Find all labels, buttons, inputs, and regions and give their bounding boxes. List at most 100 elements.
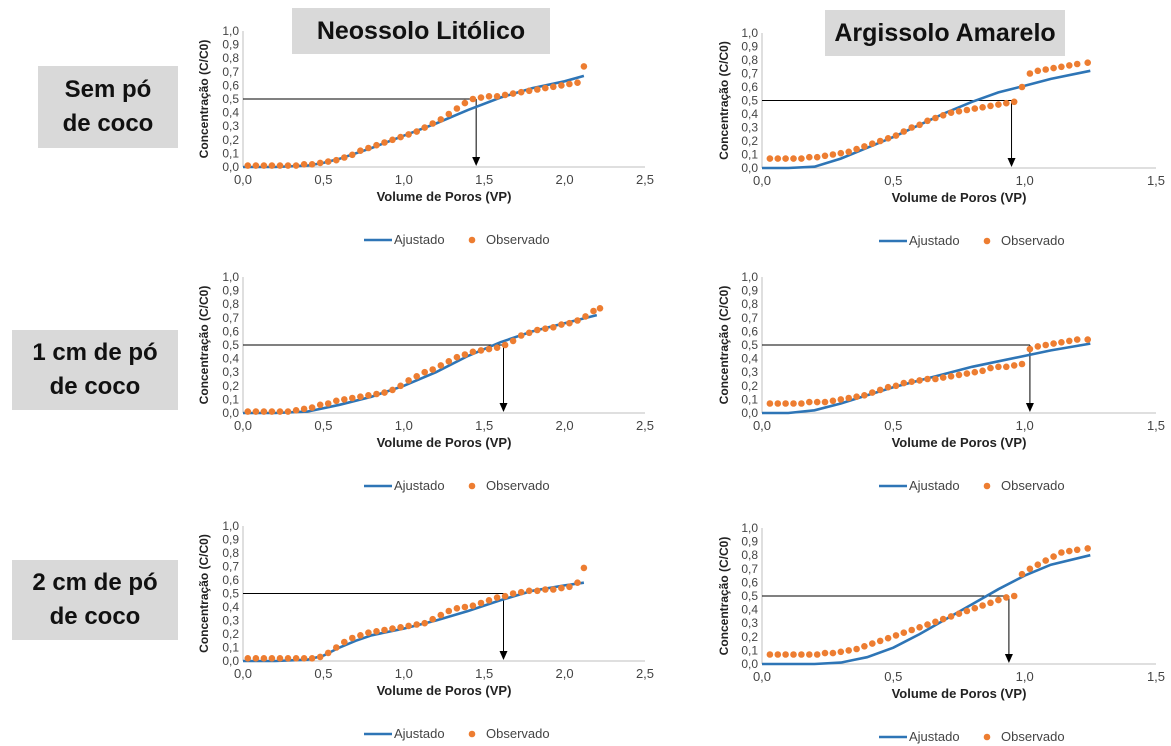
x-tick-label: 0,5	[314, 172, 332, 187]
observed-point	[845, 647, 852, 654]
observed-point	[766, 651, 774, 658]
x-tick-label: 1,5	[475, 418, 493, 433]
y-tick-label: 0,3	[741, 365, 758, 379]
observed-point	[979, 367, 986, 375]
row-label-2cm: 2 cm de pó de coco	[12, 560, 178, 640]
observed-point	[308, 404, 316, 411]
observed-point	[1034, 561, 1042, 568]
y-tick-label: 0,8	[222, 297, 239, 311]
observed-point	[900, 629, 908, 636]
y-axis-title: Concentração (C/C0)	[197, 534, 211, 653]
y-tick-label: 0,1	[222, 146, 239, 160]
observed-point	[252, 408, 260, 415]
observed-point	[485, 345, 493, 353]
observed-point	[389, 386, 396, 394]
observed-point	[1084, 336, 1091, 343]
y-tick-label: 0,4	[741, 107, 758, 121]
arrow-head-icon	[1004, 654, 1013, 663]
observed-point	[845, 394, 852, 402]
observed-point	[525, 329, 533, 337]
observed-point	[542, 325, 549, 332]
legend-label-observed: Observado	[1001, 478, 1065, 493]
column-header-argissolo: Argissolo Amarelo	[825, 10, 1065, 56]
observed-point	[373, 390, 380, 398]
observed-point	[916, 624, 923, 631]
y-tick-label: 0,3	[741, 121, 758, 135]
observed-point	[268, 655, 276, 662]
observed-point	[900, 379, 908, 387]
observed-point	[995, 101, 1002, 108]
observed-point	[1050, 553, 1057, 560]
x-tick-label: 1,0	[1016, 418, 1034, 433]
observed-point	[821, 649, 829, 657]
observed-point	[300, 655, 308, 662]
observed-point	[1042, 66, 1049, 73]
observed-point	[947, 613, 955, 620]
y-axis-title: Concentração (C/C0)	[717, 537, 731, 656]
observed-point	[580, 63, 588, 70]
observed-point	[900, 128, 908, 135]
observed-point	[525, 587, 533, 595]
observed-point	[1084, 59, 1091, 66]
observed-point	[316, 401, 324, 409]
observed-point	[782, 400, 789, 407]
legend-label-observed: Observado	[486, 232, 550, 247]
observed-point	[284, 655, 292, 662]
observed-point	[1058, 339, 1065, 346]
observed-point	[349, 394, 356, 402]
observed-point	[853, 393, 860, 400]
observed-point	[341, 396, 348, 403]
x-tick-label: 2,0	[556, 418, 574, 433]
y-tick-label: 0,2	[222, 133, 239, 147]
observed-point	[333, 397, 340, 405]
arrow-head-icon	[499, 651, 508, 660]
observed-point	[995, 596, 1002, 604]
observed-point	[1026, 345, 1034, 353]
x-tick-label: 0,0	[234, 666, 252, 681]
observed-point	[413, 621, 420, 628]
y-axis-title: Concentração (C/C0)	[717, 41, 731, 160]
legend-label-observed: Observado	[1001, 233, 1065, 248]
x-tick-label: 1,0	[395, 418, 413, 433]
observed-point	[365, 144, 372, 152]
observed-point	[550, 83, 557, 91]
x-tick-label: 0,5	[314, 666, 332, 681]
observed-point	[349, 151, 356, 159]
legend-dot-icon	[468, 730, 476, 738]
observed-point	[869, 389, 876, 396]
y-tick-label: 0,5	[741, 94, 758, 108]
observed-point	[397, 624, 404, 631]
observed-point	[829, 151, 837, 158]
observed-point	[445, 358, 453, 365]
x-tick-label: 0,0	[753, 418, 771, 433]
observed-point	[861, 643, 868, 650]
y-tick-label: 0,3	[222, 365, 239, 379]
column-header-neossolo: Neossolo Litólico	[292, 8, 550, 54]
observed-point	[806, 398, 813, 406]
observed-point	[429, 120, 436, 127]
observed-point	[405, 131, 412, 138]
observed-point	[501, 592, 509, 600]
observed-point	[509, 337, 517, 345]
observed-point	[260, 655, 268, 662]
y-tick-label: 1,0	[222, 270, 239, 284]
observed-point	[939, 112, 947, 119]
observed-point	[1058, 549, 1065, 556]
observed-point	[1026, 70, 1034, 77]
observed-point	[397, 133, 404, 141]
observed-point	[542, 586, 549, 593]
observed-point	[316, 159, 324, 167]
x-tick-label: 1,5	[475, 172, 493, 187]
observed-point	[260, 162, 268, 169]
x-axis-title: Volume de Poros (VP)	[892, 190, 1027, 205]
y-axis-title: Concentração (C/C0)	[717, 286, 731, 405]
observed-point	[437, 362, 445, 369]
observed-point	[509, 590, 517, 597]
fitted-line	[762, 553, 1091, 666]
observed-point	[252, 162, 260, 169]
x-axis-title: Volume de Poros (VP)	[377, 435, 512, 450]
observed-point	[947, 373, 955, 380]
observed-point	[292, 407, 300, 414]
observed-point	[766, 155, 774, 162]
observed-point	[837, 149, 845, 157]
